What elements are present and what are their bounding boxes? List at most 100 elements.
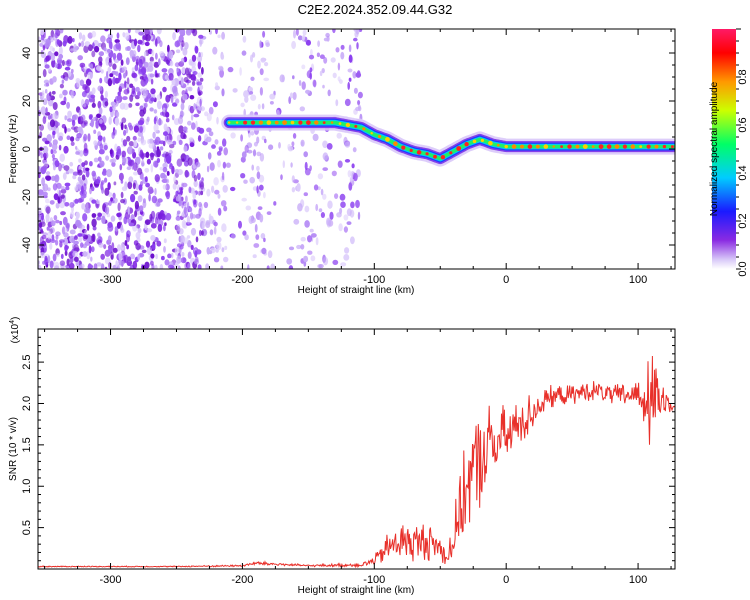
noise-speckle <box>41 90 45 99</box>
noise-speckle <box>212 46 218 55</box>
noise-speckle <box>132 260 138 269</box>
noise-speckle <box>82 167 87 174</box>
noise-speckle <box>52 150 57 154</box>
noise-speckle <box>45 107 48 114</box>
signal-peak <box>552 145 555 148</box>
noise-speckle <box>54 62 59 68</box>
noise-speckle <box>280 174 283 181</box>
noise-speckle <box>217 34 221 39</box>
noise-speckle <box>126 244 129 250</box>
noise-speckle <box>108 57 112 63</box>
noise-speckle <box>133 38 138 47</box>
noise-speckle <box>200 51 204 58</box>
noise-speckle <box>79 233 86 237</box>
noise-speckle <box>221 247 225 253</box>
noise-speckle <box>99 143 104 151</box>
noise-speckle <box>45 55 50 62</box>
noise-speckle <box>154 174 160 183</box>
noise-speckle <box>183 206 187 215</box>
noise-speckle <box>54 51 59 57</box>
noise-speckle <box>292 75 295 80</box>
noise-speckle <box>132 135 137 141</box>
noise-speckle <box>95 120 99 129</box>
noise-speckle <box>300 244 305 250</box>
noise-speckle <box>335 99 339 107</box>
noise-speckle <box>358 29 363 32</box>
noise-speckle <box>107 235 112 244</box>
noise-speckle <box>42 98 48 106</box>
colorbar-label: Normalized spectral amplitude <box>709 81 720 216</box>
noise-speckle <box>72 250 79 258</box>
noise-speckle <box>118 172 124 181</box>
noise-speckle <box>145 182 151 188</box>
noise-speckle <box>182 93 188 101</box>
noise-speckle <box>303 255 309 263</box>
noise-speckle <box>167 253 172 259</box>
noise-speckle <box>259 68 264 76</box>
noise-speckle <box>153 116 157 125</box>
noise-speckle <box>61 79 65 84</box>
noise-speckle <box>101 215 106 224</box>
noise-speckle <box>79 79 85 87</box>
noise-speckle <box>215 82 219 87</box>
noise-speckle <box>134 200 139 210</box>
noise-speckle <box>269 93 276 100</box>
signal-peak <box>646 144 651 149</box>
noise-speckle <box>144 41 150 47</box>
noise-speckle <box>112 104 116 112</box>
noise-speckle <box>100 180 105 185</box>
noise-speckle <box>77 176 82 182</box>
noise-speckle <box>309 72 313 80</box>
noise-speckle <box>256 165 260 172</box>
noise-speckle <box>49 91 52 97</box>
noise-speckle <box>187 120 192 126</box>
noise-speckle <box>90 94 96 99</box>
colorbar-tick-label: 0.8 <box>737 69 749 84</box>
noise-speckle <box>195 256 199 263</box>
noise-speckle <box>180 57 185 64</box>
noise-speckle <box>211 185 215 193</box>
noise-speckle <box>91 213 97 218</box>
noise-speckle <box>156 158 161 163</box>
noise-speckle <box>195 236 199 243</box>
noise-speckle <box>223 147 228 156</box>
noise-speckle <box>199 77 204 82</box>
noise-speckle <box>241 197 247 202</box>
noise-speckle <box>269 101 274 105</box>
noise-speckle <box>54 121 61 127</box>
noise-speckle <box>263 77 270 82</box>
noise-speckle <box>43 152 47 159</box>
noise-speckle <box>263 191 266 199</box>
noise-speckle <box>155 36 161 44</box>
noise-speckle <box>179 186 184 191</box>
noise-speckle <box>150 235 156 241</box>
noise-speckle <box>102 136 106 143</box>
noise-speckle <box>249 91 254 95</box>
noise-speckle <box>104 101 109 107</box>
signal-peak <box>520 144 524 149</box>
noise-speckle <box>252 186 258 191</box>
noise-speckle <box>137 167 143 175</box>
noise-speckle <box>160 111 164 116</box>
noise-speckle <box>282 160 285 169</box>
noise-speckle <box>52 130 55 139</box>
noise-speckle <box>156 100 162 110</box>
noise-speckle <box>62 40 67 47</box>
noise-speckle <box>45 82 50 87</box>
noise-speckle <box>254 223 258 233</box>
noise-speckle <box>135 242 141 250</box>
noise-speckle <box>156 94 161 101</box>
y-tick-label: 0.5 <box>21 520 33 535</box>
noise-speckle <box>301 64 306 70</box>
noise-speckle <box>126 233 130 243</box>
noise-speckle <box>97 85 103 92</box>
noise-speckle <box>89 161 93 167</box>
noise-speckle <box>193 174 198 182</box>
noise-speckle <box>343 226 348 233</box>
noise-speckle <box>322 167 329 172</box>
noise-speckle <box>54 160 60 168</box>
noise-speckle <box>262 30 266 38</box>
noise-speckle <box>264 62 269 67</box>
noise-speckle <box>137 120 144 126</box>
noise-speckle <box>54 174 60 183</box>
